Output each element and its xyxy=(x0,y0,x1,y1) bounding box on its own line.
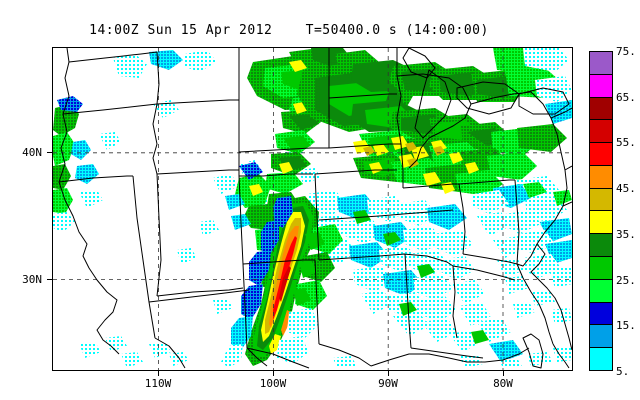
colorbar-tick-label-25: 25. xyxy=(616,274,636,287)
colorbar-tick-label-5: 5. xyxy=(616,365,629,378)
y-axis-label-30n: 30N xyxy=(8,273,42,286)
colorbar-band-35 xyxy=(590,211,612,234)
map-plot-area xyxy=(52,47,573,371)
y-axis-label-40n: 40N xyxy=(8,146,42,159)
colorbar-band-30 xyxy=(590,234,612,257)
x-tick-90w xyxy=(388,371,389,376)
plot-title: 14:00Z Sun 15 Apr 2012 T=50400.0 s (14:0… xyxy=(0,23,578,38)
colorbar-band-55 xyxy=(590,120,612,143)
colorbar-band-65 xyxy=(590,75,612,98)
y-tick-30n xyxy=(47,279,52,280)
colorbar-band-70 xyxy=(590,52,612,75)
y-tick-40n xyxy=(47,152,52,153)
x-tick-100w xyxy=(273,371,274,376)
map-svg xyxy=(53,48,572,370)
colorbar-band-45 xyxy=(590,166,612,189)
x-axis-label-80w: 80W xyxy=(480,377,526,390)
radar-plot-figure: 14:00Z Sun 15 Apr 2012 T=50400.0 s (14:0… xyxy=(0,0,640,400)
colorbar-band-60 xyxy=(590,98,612,121)
reflectivity-colorbar xyxy=(589,51,613,371)
map-canvas xyxy=(53,48,572,370)
colorbar-band-5 xyxy=(590,348,612,370)
x-tick-110w xyxy=(158,371,159,376)
x-axis-label-100w: 100W xyxy=(250,377,296,390)
x-axis-label-110w: 110W xyxy=(135,377,181,390)
colorbar-band-20 xyxy=(590,280,612,303)
x-tick-80w xyxy=(503,371,504,376)
colorbar-tick-label-35: 35. xyxy=(616,228,636,241)
colorbar-tick-label-45: 45. xyxy=(616,182,636,195)
colorbar-band-10 xyxy=(590,325,612,348)
colorbar-band-15 xyxy=(590,303,612,326)
colorbar-tick-label-55: 55. xyxy=(616,136,636,149)
colorbar-band-25 xyxy=(590,257,612,280)
colorbar-tick-label-65: 65. xyxy=(616,91,636,104)
colorbar-tick-label-75: 75. xyxy=(616,45,636,58)
x-axis-label-90w: 90W xyxy=(365,377,411,390)
colorbar-tick-label-15: 15. xyxy=(616,319,636,332)
colorbar-band-50 xyxy=(590,143,612,166)
colorbar-band-40 xyxy=(590,189,612,212)
